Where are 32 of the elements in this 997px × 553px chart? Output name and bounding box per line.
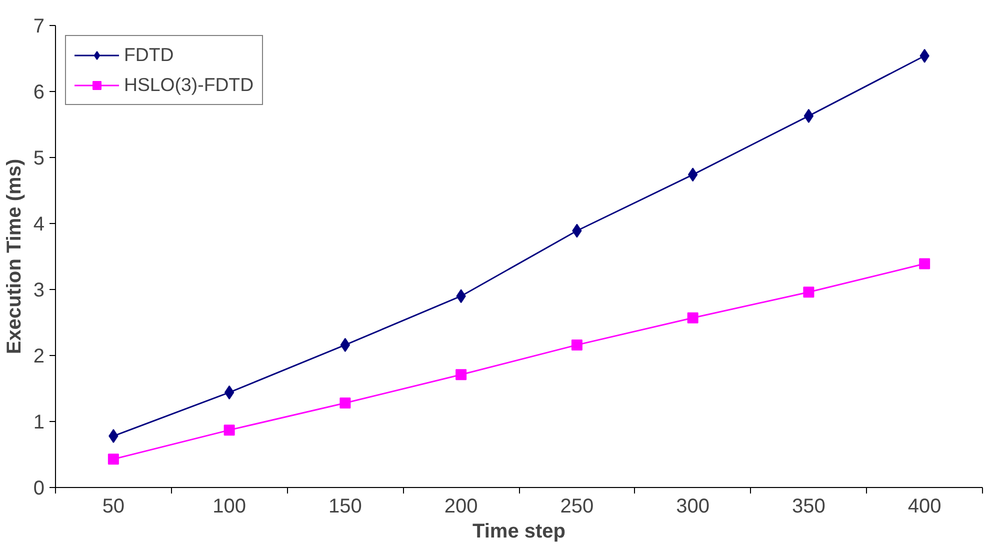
- point: [108, 454, 119, 465]
- y-tick-label: 4: [33, 214, 44, 236]
- x-tick-label: 250: [560, 496, 594, 518]
- y-tick-label: 3: [33, 280, 44, 302]
- point: [804, 108, 814, 123]
- point: [224, 424, 235, 436]
- legend-label: FDTD: [124, 44, 174, 66]
- point: [803, 286, 814, 298]
- y-tick-label: 0: [33, 478, 44, 500]
- x-tick-label: 150: [328, 496, 362, 518]
- point: [456, 369, 467, 380]
- point: [340, 338, 350, 352]
- point: [224, 385, 234, 400]
- x-tick-label: 200: [444, 496, 478, 518]
- y-axis-title: Execution Time (ms): [3, 158, 26, 354]
- legend-label: HSLO(3)-FDTD: [124, 74, 254, 96]
- point: [340, 398, 351, 409]
- x-axis-title: Time step: [472, 520, 566, 542]
- x-tick-label: 350: [792, 496, 826, 518]
- point: [919, 258, 930, 270]
- y-tick-label: 7: [33, 16, 44, 38]
- y-tick-label: 5: [33, 148, 44, 170]
- x-tick-label: 50: [102, 496, 125, 518]
- x-tick-label: 100: [212, 496, 246, 518]
- point: [688, 168, 698, 182]
- y-tick-label: 6: [33, 82, 44, 104]
- x-tick-label: 400: [908, 496, 942, 518]
- x-tick-label: 300: [676, 496, 710, 518]
- point: [687, 312, 698, 324]
- y-tick-label: 2: [33, 346, 44, 368]
- y-tick-label: 1: [33, 412, 44, 434]
- point: [571, 339, 582, 350]
